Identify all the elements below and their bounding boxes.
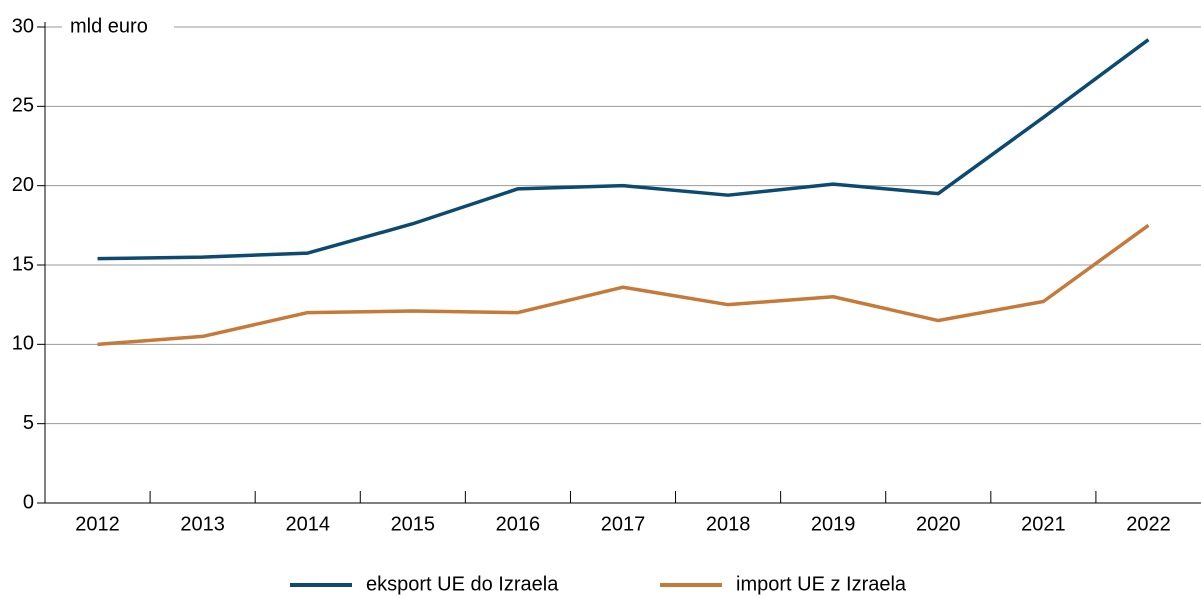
y-tick-label: 10 bbox=[12, 333, 34, 355]
x-tick-label: 2019 bbox=[811, 513, 856, 535]
y-tick-label: 5 bbox=[23, 412, 34, 434]
x-tick-label: 2012 bbox=[75, 513, 120, 535]
x-tick-label: 2015 bbox=[391, 513, 436, 535]
unit-label-bg bbox=[62, 14, 174, 42]
legend-label: eksport UE do Izraela bbox=[366, 573, 559, 595]
series-line bbox=[97, 38, 1150, 261]
x-tick-label: 2014 bbox=[285, 513, 330, 535]
unit-label: mld euro bbox=[70, 15, 148, 37]
y-tick-label: 30 bbox=[12, 15, 34, 37]
y-tick-label: 20 bbox=[12, 174, 34, 196]
y-tick-label: 15 bbox=[12, 253, 34, 275]
y-tick-label: 0 bbox=[23, 491, 34, 513]
legend-label: import UE z Izraela bbox=[736, 573, 907, 595]
x-tick-label: 2016 bbox=[496, 513, 541, 535]
x-tick-label: 2022 bbox=[1126, 513, 1171, 535]
x-tick-label: 2013 bbox=[180, 513, 225, 535]
x-tick-label: 2021 bbox=[1021, 513, 1066, 535]
series-line bbox=[97, 223, 1150, 347]
x-tick-label: 2018 bbox=[706, 513, 751, 535]
x-tick-label: 2020 bbox=[916, 513, 961, 535]
y-tick-label: 25 bbox=[12, 95, 34, 117]
x-tick-label: 2017 bbox=[601, 513, 646, 535]
